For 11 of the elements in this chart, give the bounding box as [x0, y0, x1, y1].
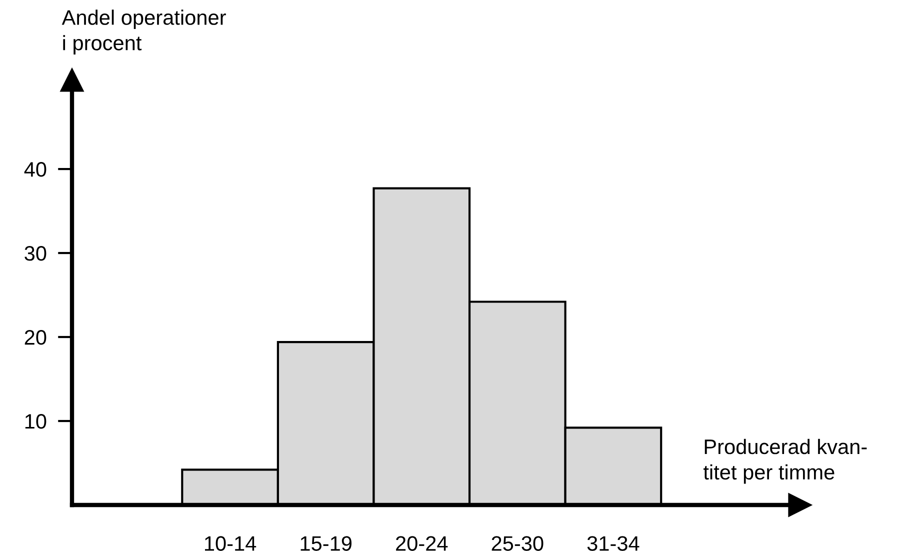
x-tick-label: 25-30 — [492, 536, 544, 551]
x-axis-title: Producerad kvan- titet per timme — [703, 438, 867, 484]
y-tick-label: 30 — [24, 246, 46, 261]
y-axis-title: Andel operationer i procent — [62, 10, 226, 54]
y-tick-label: 40 — [24, 162, 46, 177]
x-tick-label: 20-24 — [396, 536, 448, 551]
x-tick-label: 31-34 — [587, 536, 640, 551]
y-tick-label: 20 — [24, 330, 46, 345]
x-tick-label: 10-14 — [205, 536, 256, 551]
y-tick-label: 10 — [25, 414, 46, 429]
x-tick-label: 15-19 — [300, 536, 352, 551]
